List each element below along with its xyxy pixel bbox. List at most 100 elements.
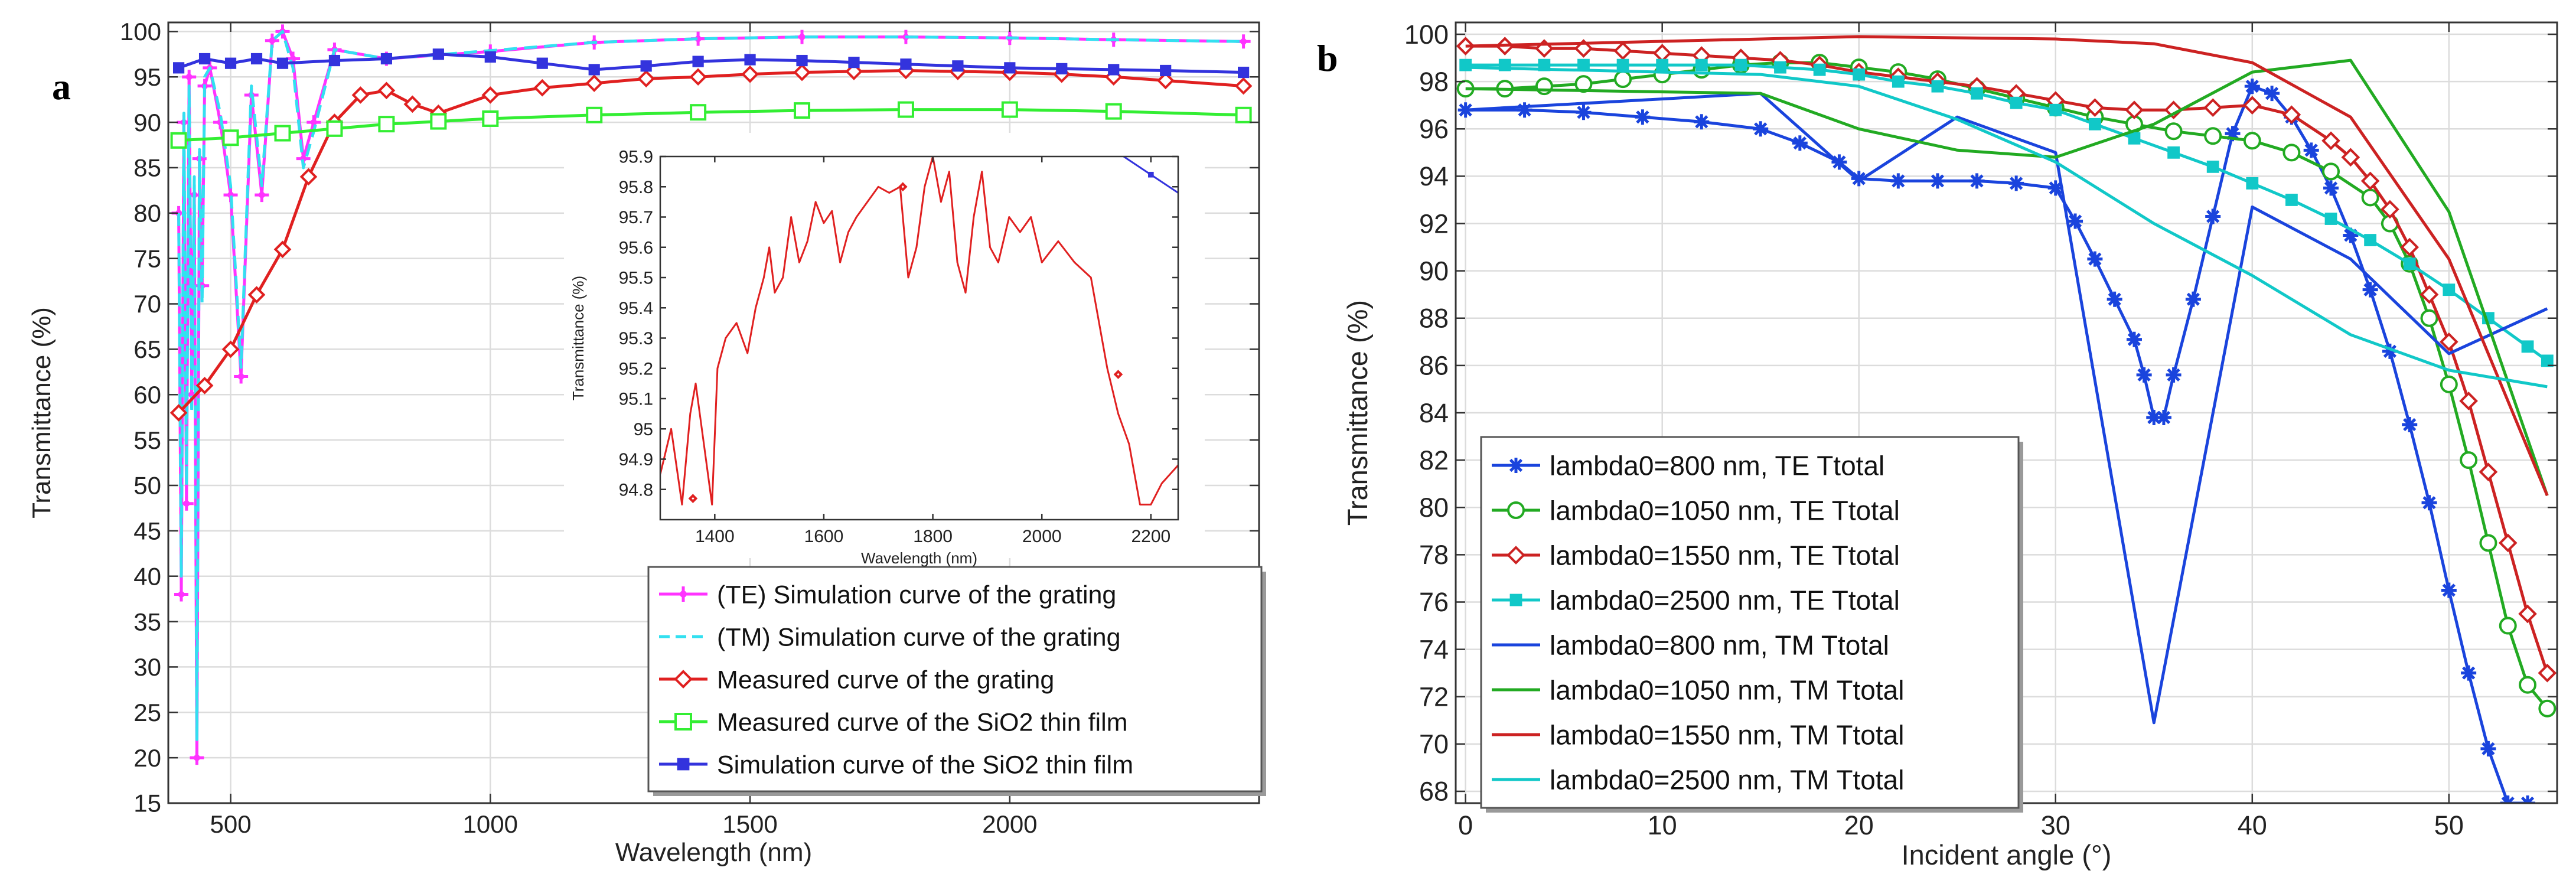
- data-point: [2047, 180, 2063, 196]
- data-point: [2361, 188, 2379, 207]
- data-point: [1969, 173, 1985, 189]
- data-point: [640, 60, 652, 72]
- data-point: [793, 63, 811, 81]
- data-point: [1056, 63, 1068, 74]
- legend-item: lambda0=1050 nm, TE Ttotal: [1492, 495, 1900, 526]
- data-point: [195, 377, 214, 394]
- data-point: [744, 54, 756, 66]
- data-point: [2440, 332, 2458, 351]
- data-point: [1753, 121, 1769, 137]
- data-point-core: [183, 500, 190, 507]
- legend: lambda0=800 nm, TE Ttotal lambda0=1050 nm…: [1480, 436, 2023, 813]
- data-point: [1105, 103, 1122, 120]
- y-tick-label: 35: [133, 608, 161, 635]
- data-point: [1576, 105, 1592, 120]
- data-point: [1656, 58, 1669, 71]
- data-point: [276, 57, 289, 69]
- data-point: [848, 57, 860, 69]
- legend-item: (TE) Simulation curve of the grating: [659, 581, 1116, 609]
- data-point: [2541, 354, 2554, 367]
- legend-label: lambda0=2500 nm, TE Ttotal: [1550, 585, 1900, 616]
- data-point: [2243, 132, 2261, 150]
- x-tick-label: 10: [1648, 810, 1677, 840]
- data-point: [1929, 173, 1945, 189]
- data-point: [2403, 257, 2416, 270]
- y-tick-label: 78: [1419, 540, 1449, 570]
- y-tick-label: 74: [1419, 634, 1449, 664]
- y-tick-label: 55: [133, 426, 161, 454]
- data-point: [484, 51, 496, 63]
- data-point: [2008, 175, 2024, 191]
- legend-box: [647, 566, 1263, 793]
- data-point: [2185, 291, 2201, 307]
- y-tick-label: 96: [1419, 114, 1449, 144]
- inset-data-point: [1148, 171, 1154, 178]
- data-point: [1774, 61, 1786, 74]
- y-tick-label: 72: [1419, 681, 1449, 712]
- y-tick-label: 95: [133, 63, 161, 91]
- inset-data-point: [898, 182, 908, 192]
- data-point: [2136, 367, 2152, 383]
- y-tick-label: 90: [1419, 256, 1449, 286]
- data-point: [2010, 96, 2023, 109]
- x-tick-label: 1400: [695, 527, 735, 546]
- data-point: [692, 56, 704, 67]
- data-point: [2282, 144, 2301, 162]
- y-tick-label: 84: [1419, 398, 1449, 428]
- panel-a-inset: 1400 1600 1800 2000 2200 94.8 94.9 95 95.1 95.2 95…: [569, 148, 1179, 567]
- series-line: [1465, 92, 2548, 725]
- legend-item: lambda0=800 nm, TE Ttotal: [1492, 451, 1884, 481]
- data-point: [482, 110, 499, 127]
- data-point: [172, 62, 185, 74]
- data-point: [1459, 58, 1472, 71]
- legend-marker: [674, 670, 693, 689]
- inset-data-point: [1113, 370, 1123, 379]
- data-point: [741, 65, 759, 83]
- data-point: [2360, 171, 2380, 191]
- data-point-core: [269, 37, 276, 44]
- data-point-core: [694, 35, 702, 43]
- series-4: [172, 48, 1250, 79]
- data-point: [637, 70, 655, 88]
- series-7: [1465, 66, 2548, 389]
- data-point: [1535, 77, 1553, 96]
- data-point: [378, 116, 395, 133]
- data-point: [247, 286, 266, 304]
- y-axis-label: Transmittance (%): [27, 307, 56, 518]
- data-point: [2303, 142, 2319, 158]
- data-point: [794, 102, 811, 119]
- series-0: [1457, 79, 2536, 803]
- data-point-core: [193, 754, 200, 761]
- legend-item: lambda0=1550 nm, TM Ttotal: [1492, 720, 1904, 751]
- data-point-core: [258, 191, 265, 198]
- data-point: [1635, 109, 1651, 125]
- data-point: [2246, 177, 2259, 190]
- data-point: [2164, 100, 2183, 120]
- y-tick-label: 95.3: [619, 329, 653, 348]
- legend-item: lambda0=2500 nm, TE Ttotal: [1492, 585, 1900, 616]
- legend-marker: [1508, 458, 1524, 473]
- legend-marker: [1509, 593, 1522, 606]
- data-point: [2479, 534, 2497, 552]
- data-point: [2362, 282, 2378, 298]
- y-tick-label: 85: [133, 154, 161, 182]
- data-point: [1456, 37, 1475, 56]
- series-0: [660, 156, 1178, 506]
- data-point: [690, 104, 707, 121]
- y-tick-label: 25: [133, 699, 161, 726]
- x-tick-label: 1000: [463, 810, 518, 838]
- legend-item: Measured curve of the grating: [659, 666, 1054, 694]
- data-point: [273, 240, 292, 259]
- data-point: [2499, 617, 2517, 635]
- series-3: [1459, 58, 2554, 367]
- y-tick-label: 95.2: [619, 359, 653, 379]
- y-tick-label: 88: [1419, 304, 1449, 334]
- data-point: [2421, 495, 2437, 511]
- x-tick-label: 1500: [722, 810, 777, 838]
- data-point: [1457, 102, 1473, 118]
- legend-item: lambda0=1550 nm, TE Ttotal: [1492, 540, 1900, 571]
- data-point: [585, 74, 604, 92]
- data-point: [533, 79, 552, 97]
- y-tick-label: 50: [133, 472, 161, 500]
- y-tick-label: 30: [133, 653, 161, 681]
